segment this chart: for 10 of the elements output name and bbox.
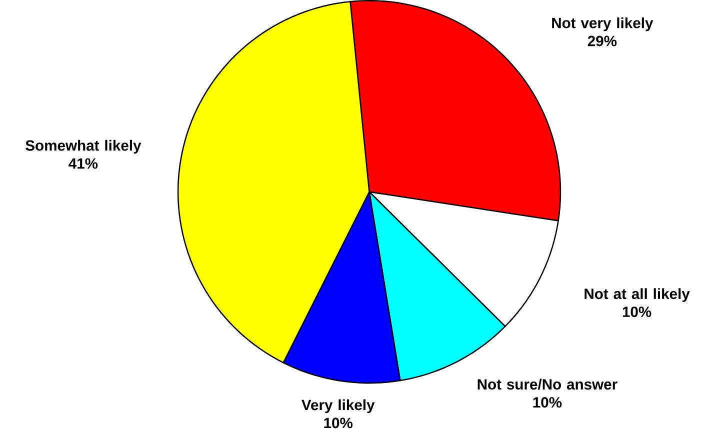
slice-label: Somewhat likely	[26, 140, 142, 154]
data-label: 41%	[68, 158, 98, 169]
data-label: 10%	[622, 306, 652, 318]
slice-label: Not sure/No answer	[478, 378, 618, 390]
data-label: 10%	[324, 418, 353, 428]
slice-label: Not very likely	[552, 18, 654, 32]
data-label: 29%	[588, 36, 617, 46]
slice-label: Not at all likely	[584, 288, 690, 302]
data-label: 10%	[533, 397, 562, 408]
slice-label: Very likely	[302, 399, 375, 414]
